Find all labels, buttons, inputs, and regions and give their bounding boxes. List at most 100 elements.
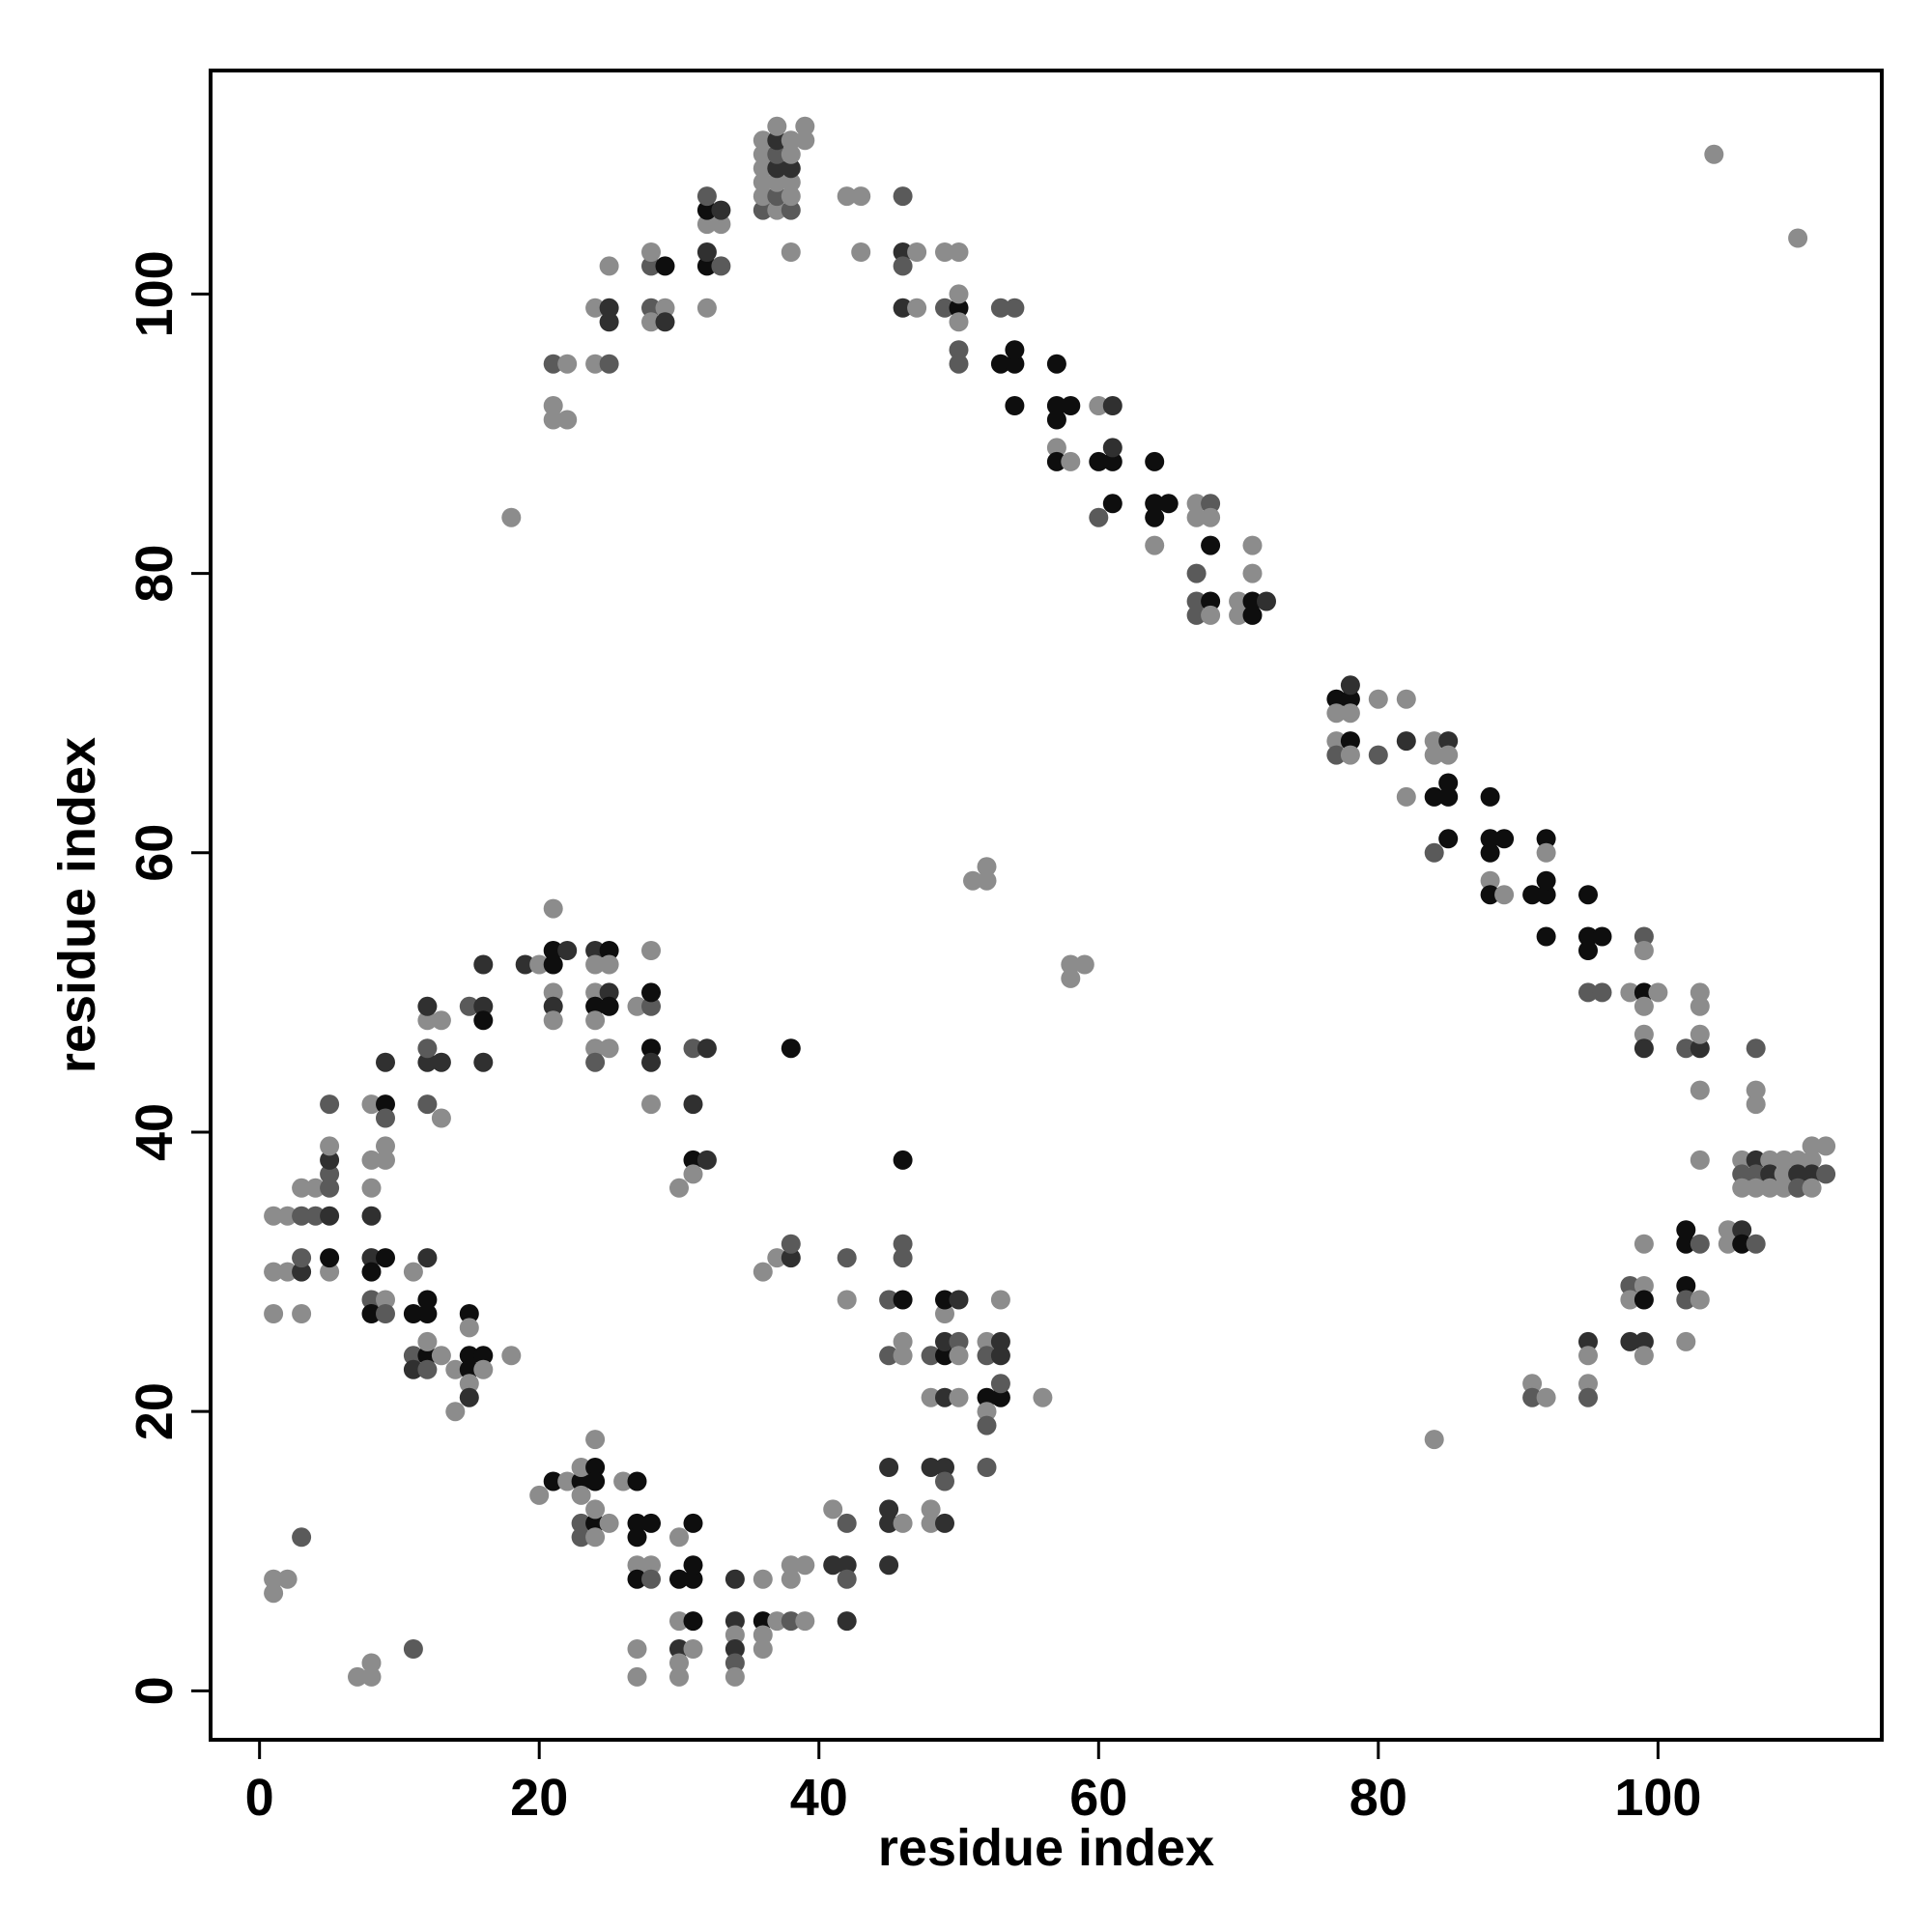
data-point [696,1150,717,1170]
data-point [585,996,606,1016]
data-point [1676,1276,1696,1295]
data-point [543,898,563,919]
data-point [515,954,535,975]
data-point [1536,926,1556,947]
data-point [879,1458,899,1477]
data-point [361,1094,382,1115]
data-point [893,1248,913,1268]
data-point [599,1513,619,1533]
data-point [753,172,773,192]
data-point [767,144,787,164]
data-point [445,1402,466,1422]
data-point [1690,1080,1710,1100]
data-point [376,1052,395,1072]
data-point [753,130,773,151]
data-point [893,1331,913,1351]
data-point [613,1471,634,1492]
data-point [1718,1234,1738,1254]
data-point [767,200,787,220]
data-point [501,1346,522,1366]
data-point [292,1304,312,1323]
data-point [781,1038,801,1059]
data-point [1746,1178,1766,1198]
data-point [1536,842,1556,863]
data-point [543,410,563,430]
data-point [459,1387,479,1407]
data-point [1718,1220,1738,1240]
data-point [1438,786,1459,807]
data-point [949,340,969,360]
data-point [935,1458,954,1477]
data-point [543,996,563,1016]
data-point [1732,1234,1752,1254]
data-point [1242,591,1263,611]
data-point [949,1346,969,1366]
data-point [1704,144,1724,164]
data-point [627,996,647,1016]
data-point [1340,703,1360,724]
data-point [585,941,606,960]
data-point [781,186,801,207]
data-point [767,1611,787,1632]
data-point [1690,996,1710,1016]
data-point [473,1359,494,1379]
data-point [893,1234,913,1254]
x-tick-label: 20 [510,1769,568,1827]
data-point [935,1346,954,1366]
data-point [669,1666,689,1687]
data-point [753,1569,773,1589]
data-point [1326,689,1347,709]
data-point [1438,745,1459,765]
data-point [683,1569,703,1589]
data-point [1774,1178,1794,1198]
data-point [361,1262,382,1282]
data-point [599,982,619,1003]
data-point [376,1136,395,1156]
data-point [459,1374,479,1394]
data-point [376,1150,395,1170]
data-point [851,242,871,262]
data-point [292,1262,312,1282]
data-point [949,1387,969,1407]
x-tick-label: 100 [1614,1769,1701,1827]
data-point [1592,926,1612,947]
data-point [1732,1178,1752,1198]
data-point [1326,731,1347,752]
data-point [935,298,954,318]
data-point [696,200,717,220]
data-point [1102,396,1122,415]
data-point [1089,396,1109,415]
data-point [753,186,773,207]
data-point [990,298,1010,318]
data-point [641,1052,661,1072]
data-point [1690,1038,1710,1059]
data-point [767,116,787,136]
data-point [277,1569,298,1589]
data-point [669,1653,689,1673]
data-point [781,144,801,164]
y-axis: 0 20 40 60 80 100 [126,250,211,1705]
data-point [473,1010,494,1031]
data-point [264,1262,284,1282]
data-point [543,1471,563,1492]
data-point [431,1010,451,1031]
data-point [320,1136,340,1156]
data-point [627,1527,647,1548]
data-point [1816,1164,1836,1184]
data-point [893,1150,913,1170]
data-point [781,158,801,179]
data-point [1396,786,1416,807]
data-point [1746,1234,1766,1254]
data-point [320,1164,340,1184]
data-point [990,1387,1010,1407]
data-point [977,870,997,891]
data-point [292,1178,312,1198]
data-point [977,857,997,877]
data-point [1201,507,1221,527]
y-axis-title: residue index [48,737,106,1073]
data-point [1578,1374,1598,1394]
data-point [599,298,619,318]
data-point [1242,605,1263,625]
data-point [1201,494,1221,514]
data-point [1690,1290,1710,1310]
